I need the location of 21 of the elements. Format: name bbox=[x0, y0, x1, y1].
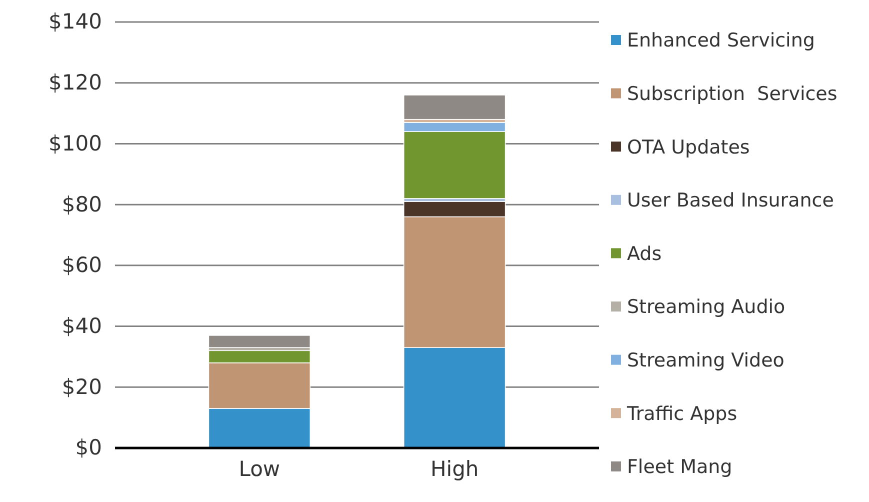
bar bbox=[403, 94, 506, 120]
legend-label: Streaming Video bbox=[627, 349, 784, 372]
y-tick-label: $120 bbox=[48, 70, 102, 95]
legend-label: Ads bbox=[627, 242, 662, 265]
legend-label: Enhanced Servicing bbox=[627, 30, 815, 52]
legend-label: Streaming Audio bbox=[627, 296, 786, 318]
y-tick-label: $20 bbox=[62, 374, 102, 399]
legend-label: Fleet Mang bbox=[627, 456, 732, 478]
y-tick-label: $60 bbox=[62, 253, 102, 278]
y-tick-label: $140 bbox=[48, 10, 102, 34]
bar bbox=[208, 335, 311, 348]
legend-label: OTA Updates bbox=[627, 136, 750, 158]
legend-label: Traffic Apps bbox=[626, 402, 738, 425]
x-tick-label: Low bbox=[238, 457, 280, 481]
legend-label: Subscription Services bbox=[627, 82, 838, 105]
y-tick-label: $80 bbox=[62, 192, 102, 216]
x-tick-label: High bbox=[430, 457, 479, 481]
y-tick-label: $0 bbox=[75, 436, 102, 460]
legend-label: User Based Insurance bbox=[627, 190, 834, 212]
y-tick-label: $40 bbox=[62, 314, 102, 338]
y-tick-label: $100 bbox=[48, 131, 102, 156]
